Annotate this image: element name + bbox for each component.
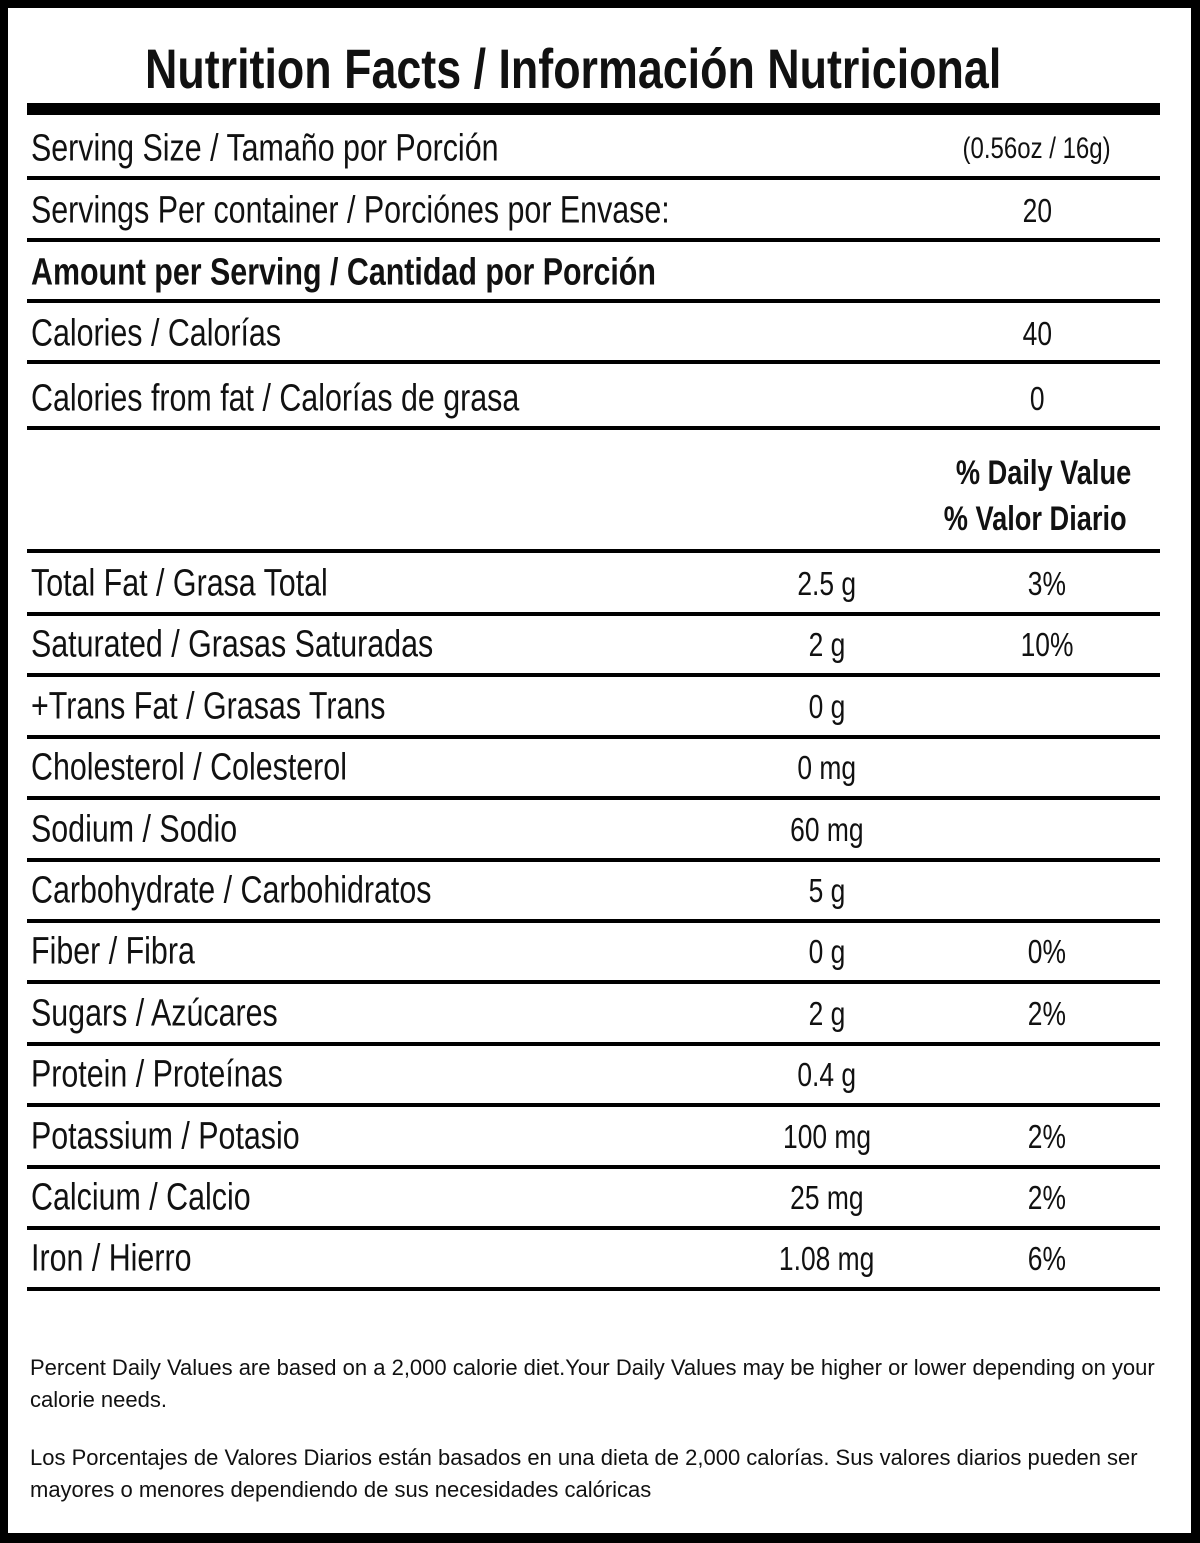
calories-from-fat-row: Calories from fat / Calorías de grasa 0 [27,370,1160,428]
nutrient-amount: 2 g [808,626,846,664]
divider [27,238,1160,242]
nutrient-daily-value: 6% [1027,1240,1067,1278]
nutrient-daily-value: 2% [1027,1179,1067,1216]
nutrient-amount: 2 g [808,994,846,1032]
footnote-english-text: Percent Daily Values are based on a 2,00… [30,1355,1155,1412]
nutrient-row: Sodium / Sodio 60 mg [27,801,1160,859]
servings-per-container-value: 20 [1022,192,1052,229]
nutrient-label: Calcium / Calcio [31,1176,251,1219]
label-title: Nutrition Facts / Información Nutriciona… [8,36,1138,101]
nutrient-amount: 5 g [808,872,846,909]
divider [27,360,1160,364]
nutrient-row: Calcium / Calcio 25 mg 2% [27,1169,1160,1227]
nutrient-daily-value: 3% [1027,565,1067,602]
nutrient-label: Cholesterol / Colesterol [31,746,347,789]
nutrient-amount: 1.08 mg [779,1240,875,1278]
nutrient-label: Carbohydrate / Carbohidratos [31,869,432,912]
daily-value-header-es-text: % Valor Diario [944,500,1127,538]
divider [27,1287,1160,1292]
divider [27,612,1160,616]
nutrient-amount: 2.5 g [797,565,857,602]
title-text: Nutrition Facts / Información Nutriciona… [144,37,1002,100]
serving-size-value: (0.56oz / 16g) [962,132,1112,165]
divider [27,1164,1160,1169]
nutrient-daily-value: 0% [1027,933,1067,971]
nutrient-label: Protein / Proteínas [31,1053,283,1096]
nutrient-row: Cholesterol / Colesterol 0 mg [27,739,1160,797]
divider [27,980,1160,985]
divider [27,673,1160,678]
servings-per-container-row: Servings Per container / Porciónes por E… [27,182,1160,240]
amount-per-serving-row: Amount per Serving / Cantidad por Porció… [27,244,1160,302]
nutrient-label: Fiber / Fibra [31,930,195,973]
nutrient-daily-value: 2% [1027,994,1067,1032]
nutrient-amount: 60 mg [790,810,864,848]
calories-from-fat-value: 0 [1029,380,1045,417]
nutrient-row: Potassium / Potasio 100 mg 2% [27,1108,1160,1166]
divider [27,549,1160,553]
thick-divider [27,103,1160,115]
serving-size-label: Serving Size / Tamaño por Porción [31,127,499,170]
divider [27,1041,1160,1046]
divider [27,796,1160,801]
nutrient-label: Iron / Hierro [31,1237,192,1280]
divider [27,176,1160,180]
nutrient-row: +Trans Fat / Grasas Trans 0 g [27,678,1160,736]
nutrient-row: Carbohydrate / Carbohidratos 5 g [27,862,1160,920]
servings-per-container-label: Servings Per container / Porciónes por E… [31,189,670,232]
nutrient-amount: 0.4 g [797,1056,857,1094]
nutrient-row: Iron / Hierro 1.08 mg 6% [27,1230,1160,1288]
footnote-english: Percent Daily Values are based on a 2,00… [30,1352,1170,1416]
nutrient-label: Saturated / Grasas Saturadas [31,623,434,666]
calories-from-fat-label: Calories from fat / Calorías de grasa [31,377,520,420]
nutrient-row: Total Fat / Grasa Total 2.5 g 3% [27,555,1160,613]
divider [27,857,1160,862]
serving-size-row: Serving Size / Tamaño por Porción (0.56o… [27,120,1160,178]
nutrient-label: Potassium / Potasio [31,1115,300,1158]
nutrient-row: Protein / Proteínas 0.4 g [27,1046,1160,1104]
nutrient-row: Sugars / Azúcares 2 g 2% [27,985,1160,1043]
divider [27,1103,1160,1108]
nutrient-amount: 25 mg [790,1179,864,1216]
divider [27,299,1160,303]
nutrient-daily-value: 10% [1020,626,1074,664]
divider [27,426,1160,430]
nutrient-amount: 0 mg [797,749,857,787]
nutrient-label: Sodium / Sodio [31,808,238,851]
nutrient-label: +Trans Fat / Grasas Trans [31,685,386,728]
nutrient-row: Fiber / Fibra 0 g 0% [27,923,1160,981]
nutrient-row: Saturated / Grasas Saturadas 2 g 10% [27,616,1160,674]
calories-row: Calories / Calorías 40 [27,305,1160,363]
footnote-spanish-text: Los Porcentajes de Valores Diarios están… [30,1445,1138,1502]
daily-value-header-en-text: % Daily Value [955,454,1131,492]
daily-value-header-en: % Daily Value [912,454,1131,493]
divider [27,1226,1160,1230]
daily-value-header-es: % Valor Diario [898,500,1127,539]
amount-per-serving-heading: Amount per Serving / Cantidad por Porció… [31,251,656,294]
nutrient-amount: 100 mg [782,1117,872,1155]
calories-label: Calories / Calorías [31,312,282,355]
footnote-spanish: Los Porcentajes de Valores Diarios están… [30,1442,1170,1506]
calories-value: 40 [1022,315,1052,352]
nutrient-daily-value: 2% [1027,1117,1067,1155]
divider [27,734,1160,739]
divider [27,919,1160,923]
nutrient-amount: 0 g [808,687,846,725]
nutrient-amount: 0 g [808,933,846,971]
nutrient-label: Total Fat / Grasa Total [31,562,328,605]
nutrient-label: Sugars / Azúcares [31,992,278,1035]
